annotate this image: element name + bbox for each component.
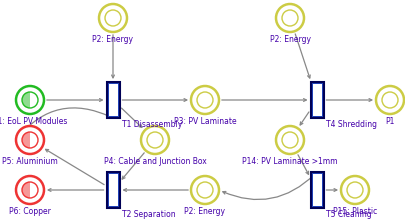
FancyBboxPatch shape <box>311 82 324 118</box>
Wedge shape <box>22 182 30 198</box>
Circle shape <box>282 132 298 148</box>
Text: P6: Copper: P6: Copper <box>9 207 51 216</box>
FancyArrowPatch shape <box>19 108 111 137</box>
Text: T1 Disassembly: T1 Disassembly <box>122 120 182 129</box>
FancyBboxPatch shape <box>109 84 117 116</box>
Text: P3: PV Laminate: P3: PV Laminate <box>174 117 236 126</box>
Circle shape <box>191 176 219 204</box>
Circle shape <box>376 86 404 114</box>
Text: P1: EoL PV Modules: P1: EoL PV Modules <box>0 117 67 126</box>
FancyBboxPatch shape <box>109 174 117 206</box>
Text: T2 Separation: T2 Separation <box>122 210 175 219</box>
Circle shape <box>22 182 38 198</box>
Text: P1: P1 <box>385 117 395 126</box>
Text: T4 Shredding: T4 Shredding <box>326 120 377 129</box>
Circle shape <box>99 4 127 32</box>
Circle shape <box>197 92 213 108</box>
Circle shape <box>382 92 398 108</box>
FancyBboxPatch shape <box>311 172 324 208</box>
Circle shape <box>16 126 44 154</box>
Text: T5 Cleaning: T5 Cleaning <box>326 210 371 219</box>
Circle shape <box>197 182 213 198</box>
Circle shape <box>22 92 38 108</box>
Circle shape <box>147 132 163 148</box>
Text: P2: Energy: P2: Energy <box>92 35 134 44</box>
FancyBboxPatch shape <box>313 84 322 116</box>
FancyBboxPatch shape <box>107 82 119 118</box>
FancyBboxPatch shape <box>313 174 322 206</box>
Circle shape <box>341 176 369 204</box>
Wedge shape <box>22 132 30 148</box>
Circle shape <box>347 182 363 198</box>
Text: P14: PV Laminate >1mm: P14: PV Laminate >1mm <box>242 157 338 166</box>
Circle shape <box>16 86 44 114</box>
Text: P15: Plastic: P15: Plastic <box>333 207 377 216</box>
Wedge shape <box>22 92 30 108</box>
FancyArrowPatch shape <box>223 174 315 200</box>
Circle shape <box>191 86 219 114</box>
Circle shape <box>282 10 298 26</box>
Circle shape <box>22 132 38 148</box>
Text: P2: Energy: P2: Energy <box>269 35 311 44</box>
Circle shape <box>105 10 121 26</box>
Circle shape <box>141 126 169 154</box>
Circle shape <box>276 4 304 32</box>
Circle shape <box>276 126 304 154</box>
Text: P4: Cable and Junction Box: P4: Cable and Junction Box <box>104 157 207 166</box>
Circle shape <box>16 176 44 204</box>
Text: P2: Energy: P2: Energy <box>185 207 226 216</box>
FancyBboxPatch shape <box>107 172 119 208</box>
Text: P5: Aluminium: P5: Aluminium <box>2 157 58 166</box>
